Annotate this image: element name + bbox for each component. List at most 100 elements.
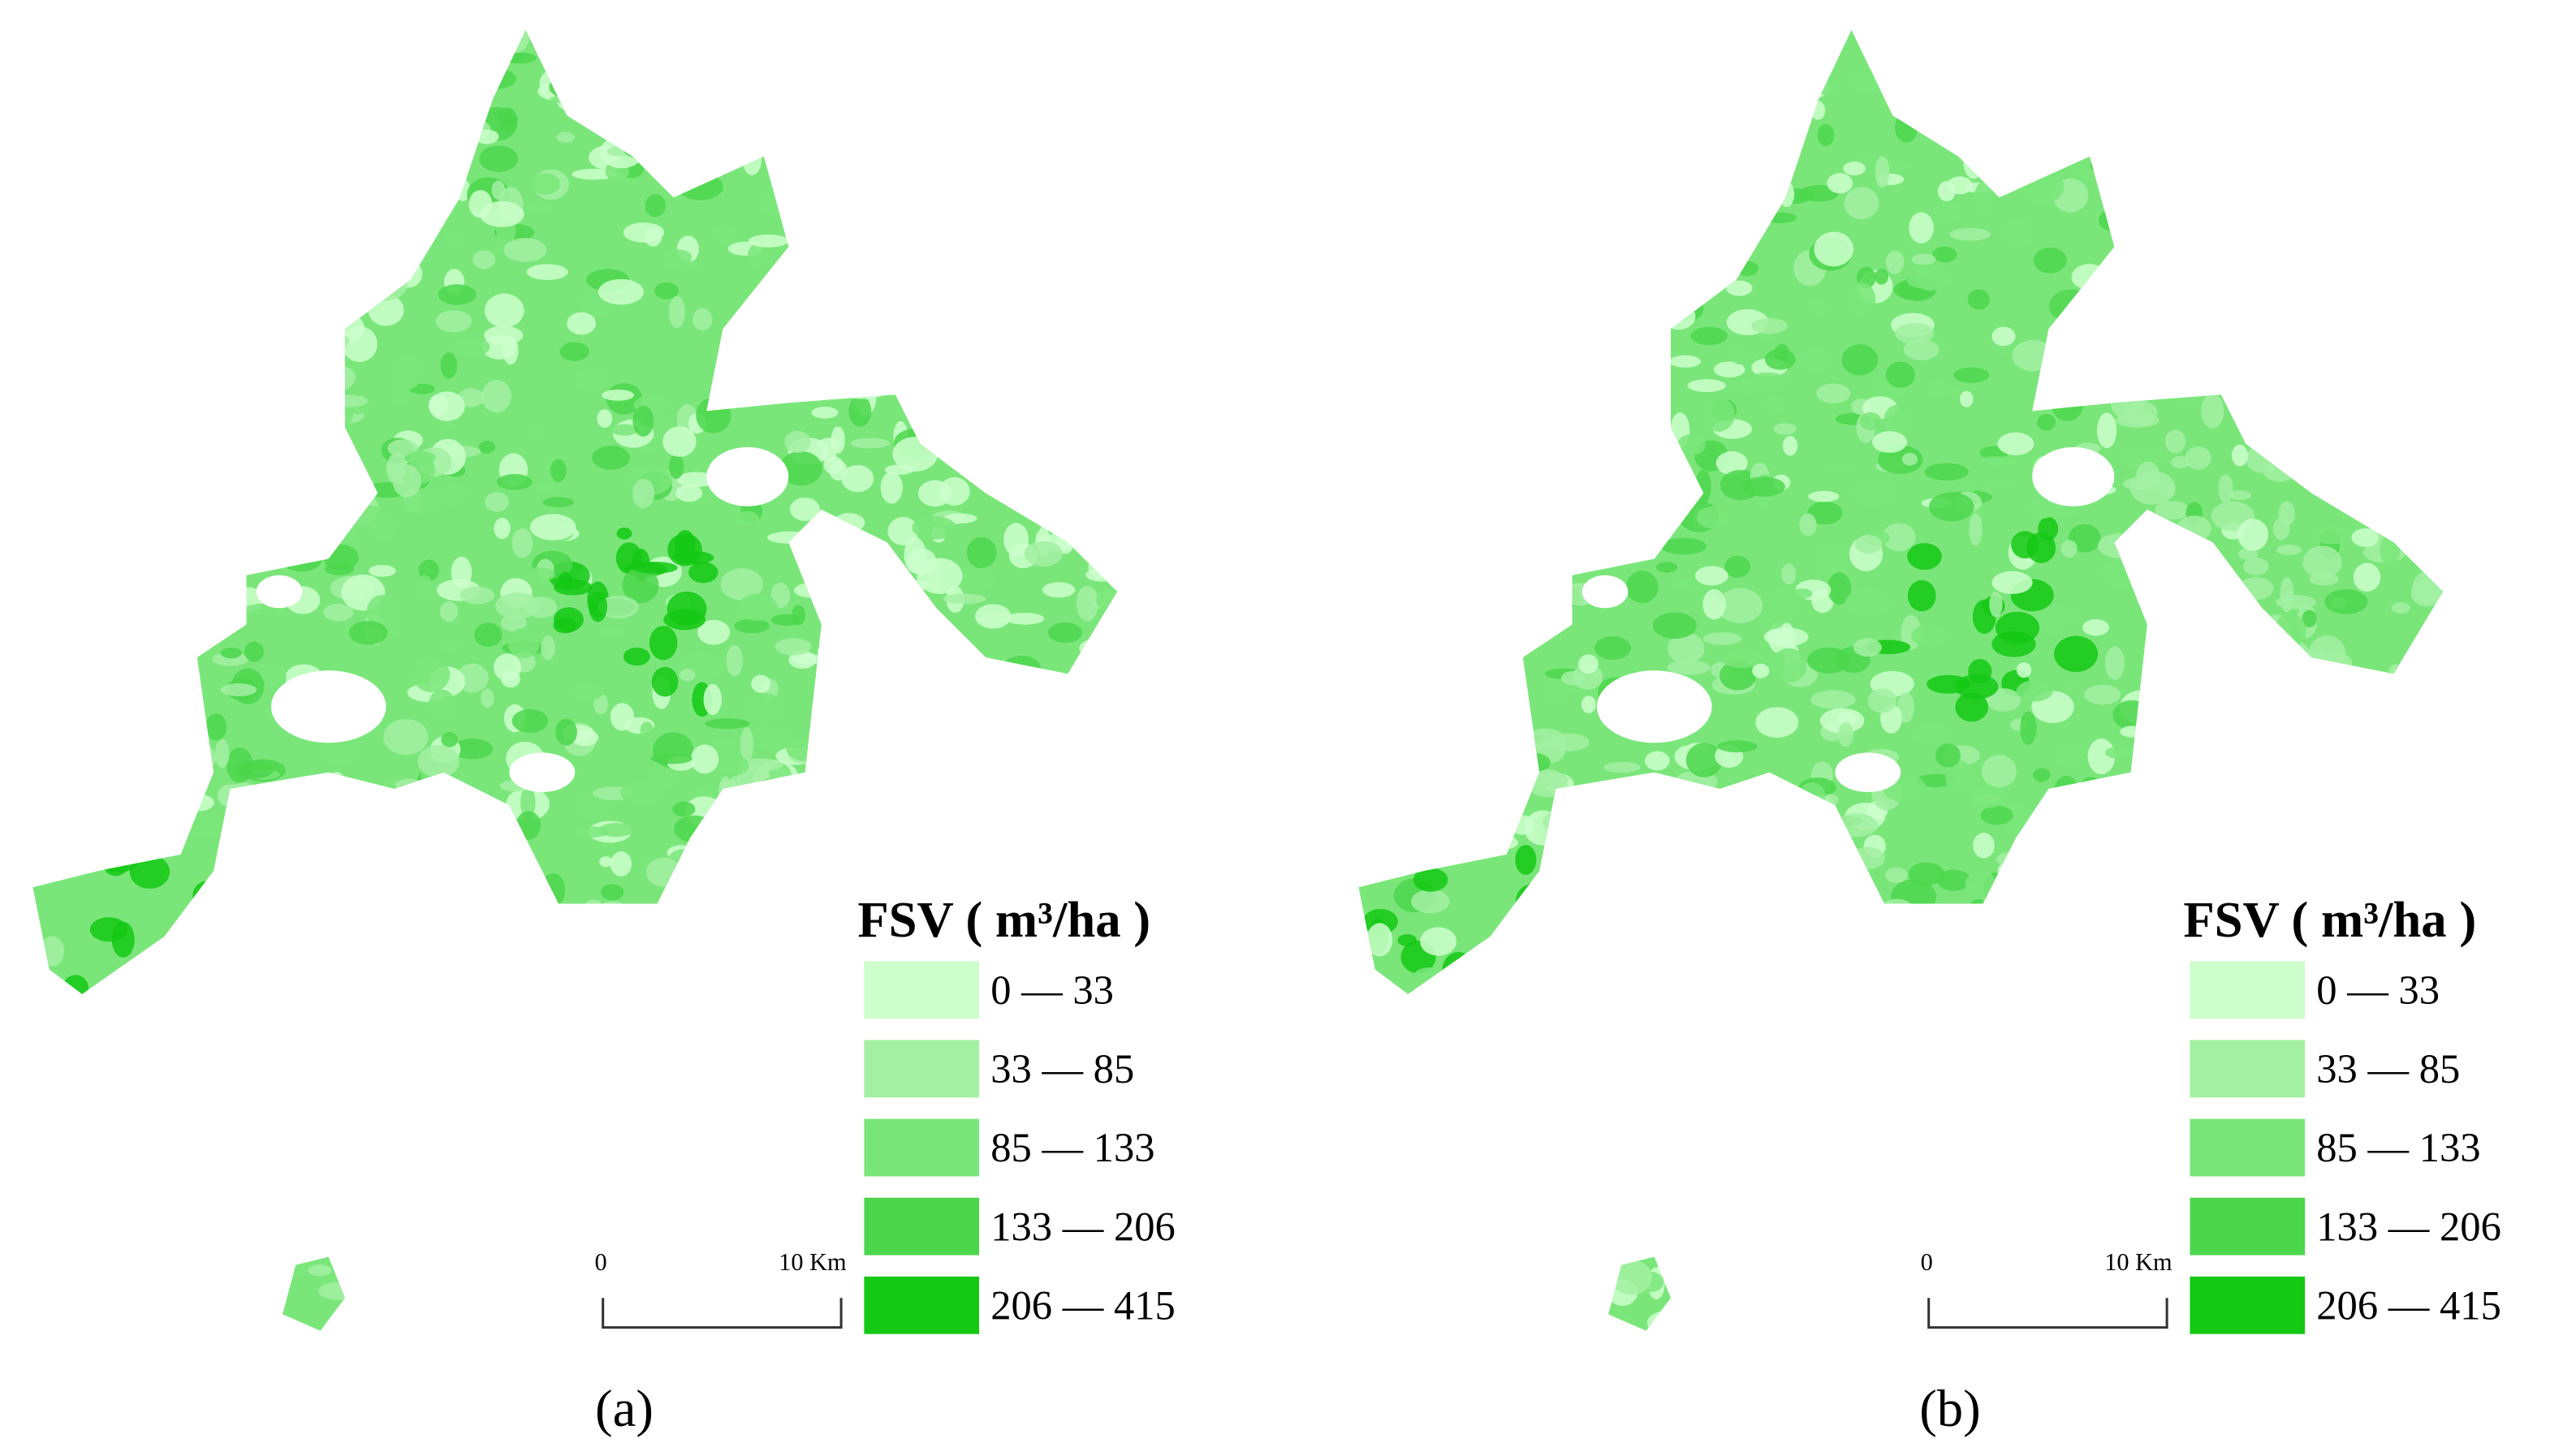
map-patch (1358, 1157, 1375, 1180)
map-patch (1669, 1002, 1714, 1023)
map-patch (391, 1135, 407, 1163)
map-patch (929, 654, 958, 669)
map-patch (554, 1091, 598, 1122)
map-patch (2063, 875, 2090, 911)
map-patch (770, 50, 797, 62)
map-patch (1745, 911, 1780, 925)
map-patch (1649, 1006, 1695, 1029)
map-patch (1619, 1036, 1666, 1068)
map-patch (1589, 1236, 1603, 1249)
map-patch (952, 407, 973, 444)
map-patch (1688, 928, 1706, 958)
map-patch (1646, 777, 1668, 799)
map-patch (1797, 1220, 1823, 1250)
map-patch (2127, 927, 2146, 953)
map-patch (1991, 631, 2036, 657)
map-patch (308, 1264, 332, 1277)
map-patch (1934, 1256, 1964, 1286)
map-patch (1619, 417, 1638, 447)
map-patch (2193, 657, 2231, 680)
map-patch (32, 1071, 45, 1100)
map-patch (383, 1057, 423, 1075)
map-patch (1911, 253, 1936, 265)
map-patch (123, 291, 149, 318)
map-patch (815, 29, 852, 56)
map-patch (127, 1307, 153, 1320)
map-patch (1556, 443, 1578, 476)
map-patch (1709, 1062, 1741, 1096)
map-patch (219, 42, 260, 69)
map-patch (838, 668, 874, 700)
map-patch (229, 860, 260, 885)
map-patch (1430, 80, 1458, 97)
map-patch (1002, 304, 1018, 333)
map-patch (1442, 539, 1461, 564)
map-patch (841, 465, 874, 493)
map-patch (2275, 644, 2293, 670)
map-patch (2104, 1187, 2143, 1217)
map-patch (1413, 1055, 1452, 1072)
map-patch (93, 460, 131, 490)
map-patch (584, 1222, 629, 1238)
map-patch (1377, 555, 1420, 590)
map-patch (944, 333, 964, 350)
map-patch (1970, 898, 1987, 917)
map-patch (705, 718, 750, 730)
map-patch (257, 48, 290, 78)
map-patch (623, 647, 650, 666)
map-patch (1047, 767, 1068, 784)
map-patch (119, 252, 133, 271)
map-patch (1853, 638, 1882, 657)
map-patch (2140, 166, 2159, 181)
map-patch (597, 409, 613, 429)
legend-label: 0 — 33 (990, 967, 1114, 1013)
map-patch (1474, 584, 1517, 613)
map-patch (792, 169, 809, 182)
map-patch (1582, 546, 1614, 569)
map-patch (53, 822, 81, 857)
map-patch (406, 450, 436, 464)
map-patch (438, 284, 477, 305)
map-patch (1914, 1317, 1927, 1331)
map-patch (309, 1116, 355, 1136)
map-patch (2056, 67, 2073, 81)
map-patch (1896, 1279, 1916, 1312)
map-patch (1625, 1083, 1657, 1094)
map-patch (920, 38, 963, 67)
map-patch (1411, 889, 1450, 914)
map-patch (1753, 1302, 1787, 1327)
map-patch (461, 823, 505, 841)
map-patch (2089, 786, 2129, 820)
map-patch (2314, 371, 2360, 398)
map-patch (2222, 738, 2249, 759)
map-patch (1892, 42, 1934, 71)
map-patch (2306, 67, 2322, 102)
map-patch (667, 533, 702, 566)
map-patch (1963, 146, 1984, 179)
map-patch (2302, 198, 2328, 214)
map-patch (122, 1213, 157, 1243)
map-patch (205, 713, 227, 741)
map-patch (629, 78, 651, 104)
map-patch (1937, 181, 1956, 202)
map-patch (1479, 980, 1508, 997)
map-patch (330, 108, 358, 135)
map-patch (392, 464, 421, 498)
map-patch (1576, 879, 1612, 905)
map-patch (761, 854, 805, 888)
map-patch (724, 756, 749, 775)
map-patch (756, 726, 790, 745)
map-patch (791, 324, 830, 344)
map-patch (1571, 1177, 1599, 1200)
map-patch (1005, 374, 1043, 411)
map-patch (820, 449, 837, 463)
map-patch (599, 856, 613, 868)
map-patch (1105, 397, 1118, 419)
map-patch (180, 1233, 214, 1262)
map-patch (2085, 1191, 2126, 1209)
map-patch (1521, 881, 1549, 917)
map-patch (1823, 463, 1858, 474)
map-patch (1620, 488, 1661, 523)
map-patch (1667, 660, 1711, 675)
map-patch (401, 918, 416, 951)
